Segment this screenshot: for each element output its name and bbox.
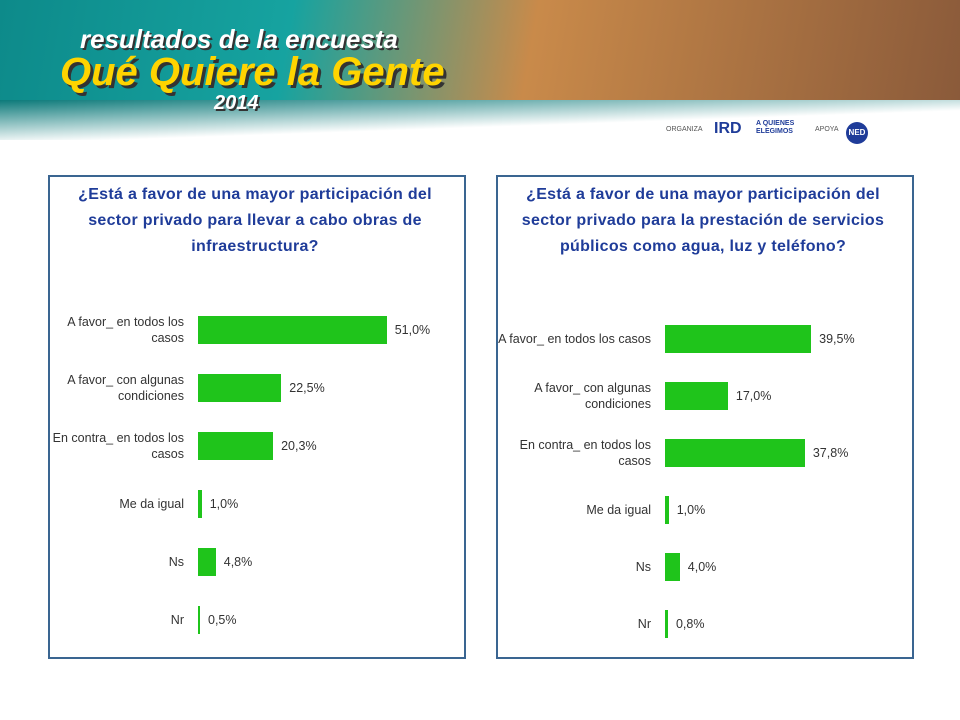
value-label: 4,0% [687,560,717,574]
chart-frame [496,175,914,659]
banner [0,0,960,118]
category-label: Ns [635,560,651,574]
value-label: 1,0% [676,503,706,517]
category-label: En contra_ en todos los casos [52,431,184,461]
value-label: 51,0% [394,323,431,337]
banner-subtitle: resultados de la encuesta [80,24,398,54]
category-label: Me da igual [119,497,184,511]
organiza-label: ORGANIZA [666,126,703,133]
ned-logo: NED [846,122,868,144]
category-label: A favor_ en todos los casos [498,332,651,346]
bar [665,325,812,353]
bar [198,374,282,402]
chart-title: ¿Está a favor de una mayor participación… [521,186,885,255]
value-label: 37,8% [812,446,849,460]
category-label: Nr [637,617,651,631]
banner-year: 2014 [214,92,259,114]
value-label: 17,0% [735,389,772,403]
bar [665,496,669,524]
apoya-label: APOYA [815,126,839,133]
bar [198,606,200,634]
category-label: A favor_ en todos los casos [67,315,184,345]
value-label: 1,0% [209,497,239,511]
bar [665,439,805,467]
bar [198,490,202,518]
bar [198,316,387,344]
bar [665,553,680,581]
category-label: Nr [170,613,184,627]
chart-frame [48,175,466,659]
value-label: 20,3% [281,439,317,453]
banner-edge [0,100,960,140]
elegimos-logo: A QUIENES ELEGIMOS [756,120,795,135]
chart-title: ¿Está a favor de una mayor participación… [78,186,432,255]
bar [198,432,274,460]
category-label: Ns [168,555,184,569]
category-label: Me da igual [586,503,651,517]
banner-title: Qué Quiere la Gente [60,50,445,94]
value-label: 39,5% [819,332,855,346]
bar [665,382,728,410]
category-label: A favor_ con algunas condiciones [67,373,184,403]
value-label: 22,5% [289,381,325,395]
value-label: 0,5% [208,613,237,627]
category-label: En contra_ en todos los casos [519,438,651,468]
value-label: 4,8% [223,555,253,569]
value-label: 0,8% [675,617,705,631]
ird-logo: IRD [714,120,742,137]
category-label: A favor_ con algunas condiciones [534,381,651,411]
bar [198,548,216,576]
bar [665,610,668,638]
